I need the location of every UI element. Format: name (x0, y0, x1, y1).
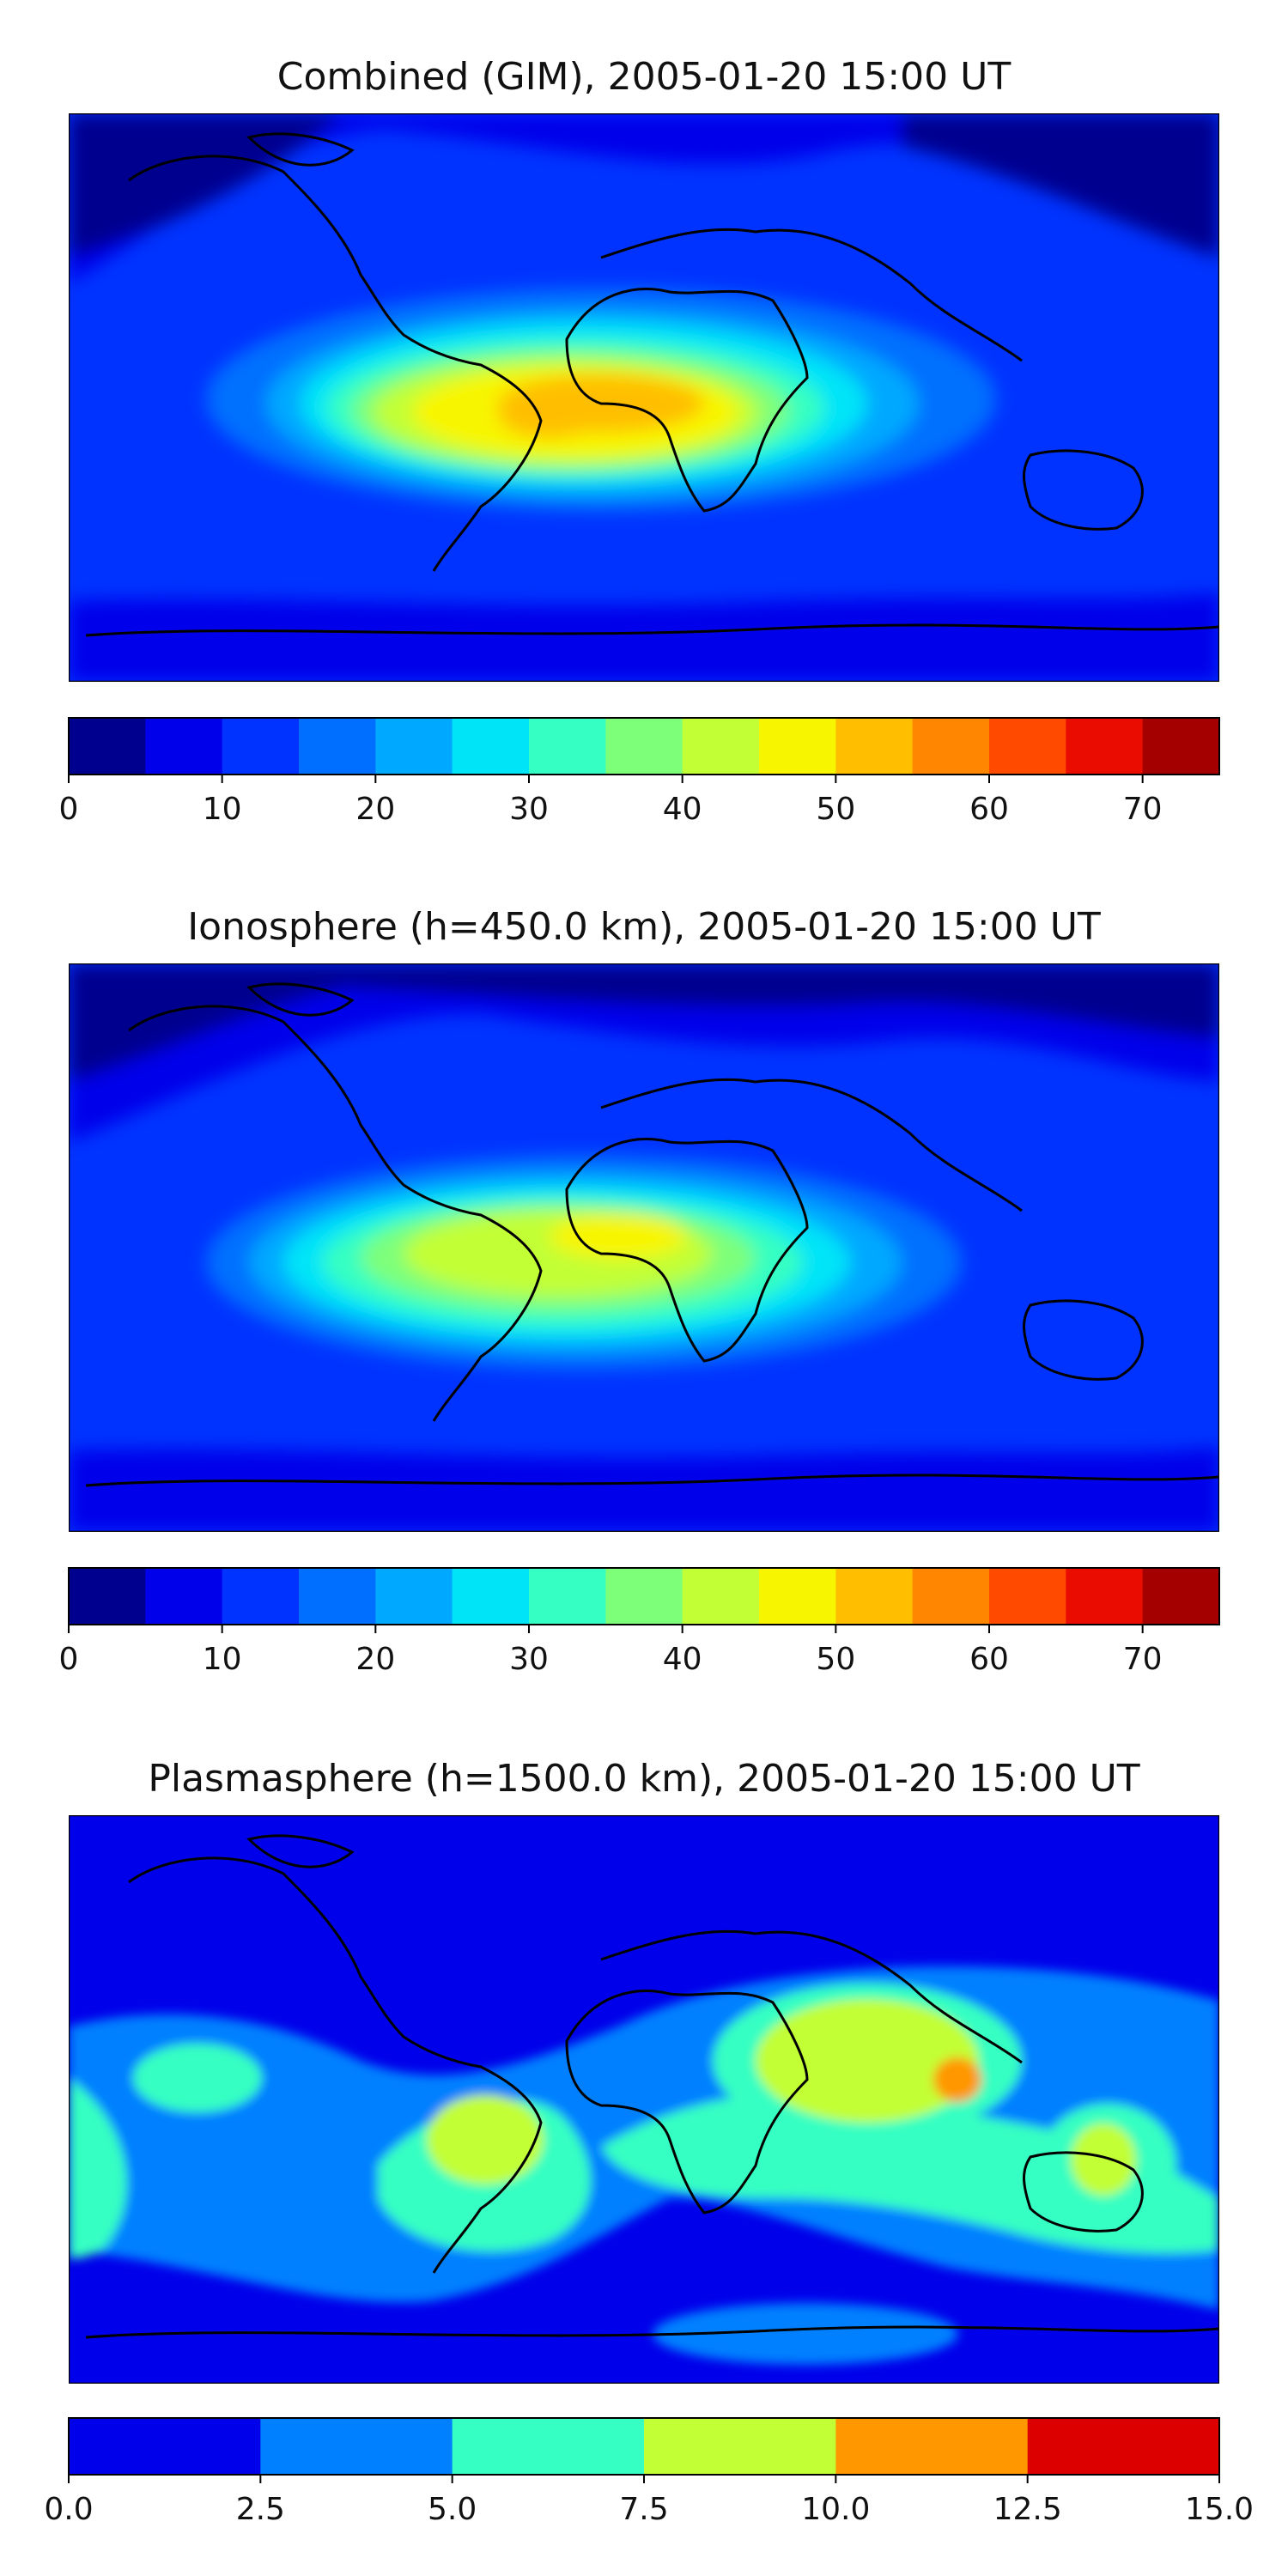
panel-ionosphere: Ionosphere (h=450.0 km), 2005-01-20 15:0… (59, 905, 1220, 1677)
colorbar: 0.0 2.5 5.0 7.5 10.0 12.5 15.0 (44, 2417, 1254, 2527)
contour-map (69, 963, 1219, 1532)
colorbar-bin (452, 2418, 645, 2475)
colorbar-tick-label: 60 (969, 792, 1009, 827)
colorbar-tick-label: 20 (355, 1642, 395, 1677)
colorbar-bin (605, 1568, 683, 1625)
coastlines (85, 1834, 1219, 2339)
colorbar-bin (69, 2418, 261, 2475)
colorbar-tick-label: 0 (59, 792, 79, 827)
colorbar-tick-label: 7.5 (619, 2492, 668, 2527)
colorbar-tick-label: 50 (816, 1642, 855, 1677)
colorbar-bin (835, 2418, 1029, 2475)
colorbar-tick-label: 70 (1123, 792, 1163, 827)
coastlines (85, 132, 1219, 637)
colorbar-bin (1142, 1568, 1220, 1625)
colorbar-tick-label: 20 (355, 792, 395, 827)
colorbar-tick-label: 60 (969, 1642, 1009, 1677)
colorbar-bin (912, 718, 990, 775)
colorbar-bin (529, 718, 606, 775)
colorbar-bin (835, 718, 914, 775)
panel-plasmasphere: Plasmasphere (h=1500.0 km), 2005-01-20 1… (44, 1757, 1254, 2527)
colorbar-bin (222, 1568, 300, 1625)
contour-map (69, 1815, 1219, 2384)
colorbar-tick-label: 40 (663, 792, 702, 827)
colorbar-bin (1066, 718, 1144, 775)
colorbar-tick-label: 2.5 (236, 2492, 285, 2527)
colorbar-bin (1027, 2418, 1220, 2475)
colorbar-bin (375, 1568, 453, 1625)
coastlines (85, 982, 1219, 1487)
colorbar-bin (452, 718, 530, 775)
colorbar-bin (989, 1568, 1066, 1625)
colorbar-bin (529, 1568, 606, 1625)
colorbar-tick-label: 10 (203, 1642, 242, 1677)
colorbar-bin (989, 718, 1066, 775)
colorbar-bin (69, 718, 146, 775)
colorbar-bin (835, 1568, 914, 1625)
colorbar-tick-label: 40 (663, 1642, 702, 1677)
colorbar-bin (682, 1568, 760, 1625)
colorbar-bin (145, 1568, 223, 1625)
colorbar-tick-label: 30 (509, 792, 549, 827)
colorbar-tick-label: 5.0 (428, 2492, 477, 2527)
colorbar-bin (912, 1568, 990, 1625)
colorbar: 0 10 20 30 40 50 60 70 (59, 1567, 1220, 1677)
colorbar-bin (644, 2418, 836, 2475)
colorbar-bin (299, 1568, 376, 1625)
chart-title: Ionosphere (h=450.0 km), 2005-01-20 15:0… (187, 905, 1101, 949)
colorbar-bin (605, 718, 683, 775)
colorbar-bin (222, 718, 300, 775)
colorbar-tick-label: 0.0 (44, 2492, 93, 2527)
panel-combined: Combined (GIM), 2005-01-20 15:00 UT (59, 55, 1220, 827)
contour-map (69, 113, 1219, 682)
chart-title: Plasmasphere (h=1500.0 km), 2005-01-20 1… (148, 1757, 1139, 1801)
colorbar-bin (375, 718, 453, 775)
colorbar-bin (759, 1568, 836, 1625)
colorbar-bin (1142, 718, 1220, 775)
colorbar-bin (260, 2418, 453, 2475)
colorbar-tick-label: 50 (816, 792, 855, 827)
colorbar-tick-label: 15.0 (1185, 2492, 1254, 2527)
colorbar: 0 10 20 30 40 50 60 70 (59, 717, 1220, 827)
colorbar-bin (759, 718, 836, 775)
colorbar-bin (299, 718, 376, 775)
colorbar-tick-label: 10.0 (801, 2492, 870, 2527)
colorbar-tick-label: 10 (203, 792, 242, 827)
colorbar-tick-label: 0 (59, 1642, 79, 1677)
colorbar-bin (69, 1568, 146, 1625)
colorbar-tick-label: 12.5 (993, 2492, 1062, 2527)
colorbar-tick-label: 30 (509, 1642, 549, 1677)
colorbar-bin (682, 718, 760, 775)
colorbar-bin (452, 1568, 530, 1625)
colorbar-bin (145, 718, 223, 775)
chart-title: Combined (GIM), 2005-01-20 15:00 UT (277, 55, 1012, 99)
colorbar-bin (1066, 1568, 1144, 1625)
colorbar-tick-label: 70 (1123, 1642, 1163, 1677)
